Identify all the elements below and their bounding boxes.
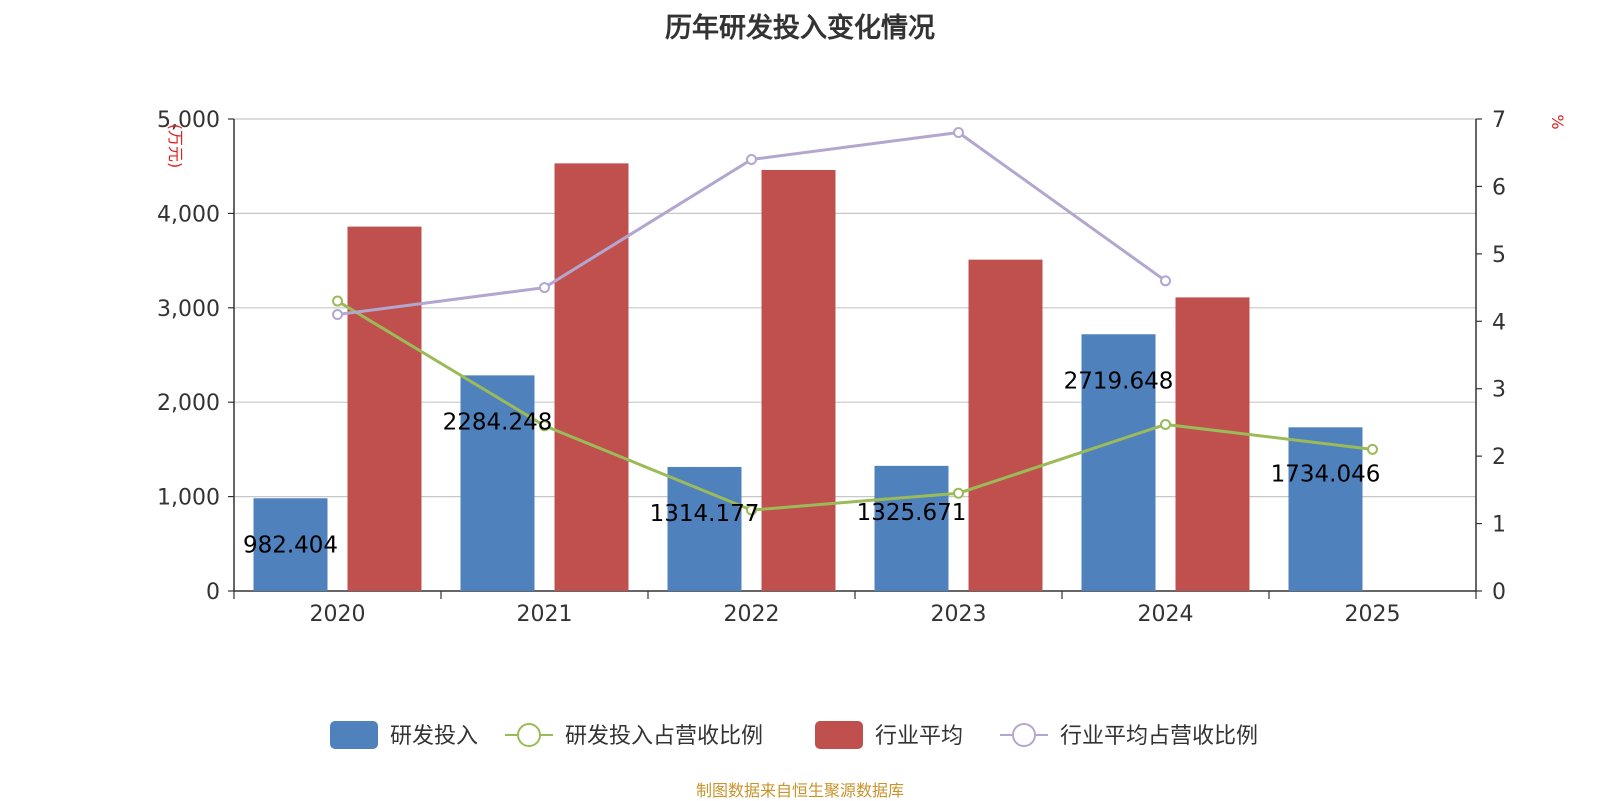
legend-swatch-行业平均 — [815, 721, 863, 749]
left-axis-unit-label: (万元) — [166, 124, 185, 169]
legend: 研发投入 研发投入占营收比例 行业平均 行业平均占营收比例 — [330, 721, 1258, 749]
x-axis-tick-label: 2021 — [517, 602, 573, 627]
left-axis-tick-label: 4,000 — [157, 202, 220, 227]
point-行业平均占营收比例 — [746, 153, 757, 165]
right-axis-tick-label: 7 — [1492, 108, 1506, 133]
legend-label: 研发投入占营收比例 — [565, 724, 763, 749]
bar-行业平均-2022 — [761, 169, 836, 591]
bar-value-label: 1314.177 — [650, 501, 760, 527]
right-axis-tick-label: 0 — [1492, 580, 1506, 605]
bar-行业平均-2023 — [968, 259, 1043, 591]
bar-研发投入-2020 — [253, 498, 328, 591]
x-axis-tick-label: 2023 — [931, 602, 987, 627]
bar-研发投入-2021 — [460, 375, 535, 591]
legend-swatch-研发投入 — [330, 721, 378, 749]
grid-lines — [234, 118, 1476, 498]
point-行业平均占营收比例 — [539, 282, 550, 294]
bar-value-label: 2284.248 — [443, 409, 553, 435]
legend-label: 研发投入 — [390, 724, 478, 749]
left-axis-tick-label: 2,000 — [157, 391, 220, 416]
x-axis-tick-label: 2024 — [1138, 602, 1194, 627]
bar-研发投入-2023 — [874, 465, 949, 591]
left-axis-tick-label: 0 — [206, 580, 220, 605]
bar-行业平均-2021 — [554, 163, 629, 592]
point-行业平均占营收比例 — [1160, 275, 1171, 287]
line-研发投入占营收比例 — [336, 299, 1373, 512]
legend-label: 行业平均占营收比例 — [1060, 724, 1258, 749]
right-axis-tick-label: 4 — [1492, 310, 1506, 335]
left-axis-tick-label: 1,000 — [157, 486, 220, 511]
point-行业平均占营收比例 — [332, 309, 343, 321]
bar-value-label: 2719.648 — [1064, 368, 1174, 394]
bar-marks — [253, 163, 1363, 592]
bar-行业平均-2020 — [347, 226, 422, 591]
point-研发投入占营收比例 — [1367, 443, 1378, 455]
bar-研发投入-2022 — [667, 466, 742, 591]
right-axis-tick-label: 6 — [1492, 175, 1506, 200]
line-marks — [332, 126, 1378, 516]
bar-研发投入-2025 — [1288, 427, 1363, 591]
bar-value-label: 1325.671 — [857, 500, 967, 526]
x-axis-tick-label: 2020 — [310, 602, 366, 627]
point-研发投入占营收比例 — [539, 420, 550, 432]
source-note: 制图数据来自恒生聚源数据库 — [695, 781, 904, 800]
x-axis-tick-label: 2025 — [1345, 602, 1401, 627]
bar-value-label: 1734.046 — [1271, 461, 1381, 487]
right-axis-tick-label: 1 — [1492, 513, 1506, 538]
axes: 0 1,000 2,000 3,000 4,000 5,000 0 1 2 3 4 5 6 7 2020 20… — [157, 108, 1567, 627]
legend-swatch-marker-研发投入占营收比例 — [517, 723, 541, 747]
bar-研发投入-2024 — [1081, 334, 1156, 591]
right-axis-tick-label: 5 — [1492, 243, 1506, 268]
point-研发投入占营收比例 — [953, 487, 964, 499]
right-axis-tick-label: 2 — [1492, 445, 1506, 470]
point-研发投入占营收比例 — [1160, 418, 1171, 430]
point-行业平均占营收比例 — [953, 126, 964, 138]
chart-title: 历年研发投入变化情况 — [665, 13, 935, 44]
x-axis-tick-label: 2022 — [724, 602, 780, 627]
bar-value-label: 982.404 — [243, 532, 338, 558]
point-研发投入占营收比例 — [332, 295, 343, 307]
right-axis-tick-label: 3 — [1492, 378, 1506, 403]
right-axis-unit-label: % — [1548, 114, 1567, 129]
left-axis-tick-label: 5,000 — [157, 108, 220, 133]
legend-label: 行业平均 — [875, 724, 963, 749]
point-研发投入占营收比例 — [746, 504, 757, 516]
bar-行业平均-2024 — [1175, 297, 1250, 591]
data-labels: 982.404 2284.248 1314.177 1325.671 2719.648 1… — [243, 368, 1380, 558]
legend-swatch-marker-行业平均占营收比例 — [1012, 723, 1036, 747]
left-axis-tick-label: 3,000 — [157, 297, 220, 322]
